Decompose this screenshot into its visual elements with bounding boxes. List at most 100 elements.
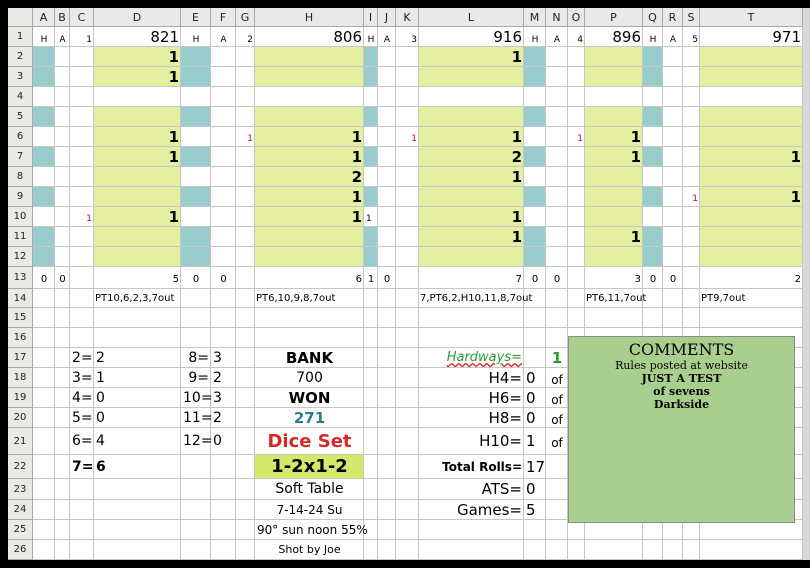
row-header[interactable]: 15 <box>8 308 33 328</box>
row-header[interactable]: 25 <box>8 520 33 540</box>
row-header[interactable]: 2 <box>8 47 33 67</box>
cell-text[interactable]: 0 <box>553 274 561 285</box>
column-header[interactable]: R <box>663 8 683 27</box>
cell-text[interactable]: H <box>649 35 657 45</box>
row-header[interactable]: 4 <box>8 87 33 107</box>
cell-text[interactable]: 1 <box>351 148 362 166</box>
cell-text[interactable]: 2 <box>794 274 801 285</box>
cell-text[interactable]: 0 <box>526 480 536 498</box>
cell-text[interactable]: 1 <box>630 128 641 146</box>
cell-text[interactable]: 1 <box>577 134 583 144</box>
cell-text[interactable]: H <box>367 35 375 45</box>
cell-text[interactable]: 0 <box>526 389 536 407</box>
cell-text[interactable]: H10= <box>479 432 522 450</box>
cell-text[interactable]: of <box>551 436 563 450</box>
cell-text[interactable]: PT6,10,9,8,7out <box>256 293 336 304</box>
column-header[interactable]: N <box>546 8 568 27</box>
cell-text[interactable]: 5 <box>692 35 698 45</box>
row-header[interactable]: 10 <box>8 207 33 227</box>
cell-text[interactable]: Games= <box>456 501 522 519</box>
cell-text[interactable]: 7-14-24 Su <box>276 503 343 517</box>
row-header[interactable]: 26 <box>8 540 33 560</box>
cell-text[interactable]: 0 <box>96 390 105 406</box>
cell-text[interactable]: 1 <box>511 48 522 66</box>
cell-text[interactable]: H8= <box>488 409 522 427</box>
cell-text[interactable]: A <box>383 35 391 45</box>
cell-text[interactable]: 1 <box>411 134 417 144</box>
row-header[interactable]: 9 <box>8 187 33 207</box>
column-header[interactable]: C <box>70 8 94 27</box>
cell-text[interactable]: H <box>192 35 200 45</box>
row-header[interactable]: 24 <box>8 500 33 520</box>
column-header[interactable]: M <box>524 8 546 27</box>
cell-text[interactable]: A <box>220 35 227 45</box>
column-header[interactable]: T <box>700 8 803 27</box>
cell-text[interactable]: 0 <box>192 274 200 285</box>
cell-text[interactable]: 1 <box>168 48 179 66</box>
row-header[interactable]: 22 <box>8 455 33 479</box>
cell-text[interactable]: 5 <box>172 274 179 285</box>
cell-text[interactable]: 4 <box>577 35 583 45</box>
cell-text[interactable]: H <box>531 35 539 45</box>
column-header[interactable]: D <box>94 8 181 27</box>
cell-text[interactable]: 271 <box>293 409 326 427</box>
row-header[interactable]: 17 <box>8 348 33 368</box>
cell-text[interactable]: 4 <box>96 433 105 449</box>
cell-text[interactable]: A <box>59 35 66 45</box>
cell-text[interactable]: 1 <box>351 128 362 146</box>
cell-text[interactable]: 2 <box>511 148 522 166</box>
cell-text[interactable]: 1 <box>511 228 522 246</box>
cell-text[interactable]: ATS= <box>481 480 522 498</box>
cell-text[interactable]: 0 <box>649 274 657 285</box>
row-header[interactable]: 21 <box>8 428 33 455</box>
cell-text[interactable]: 2 <box>351 168 362 186</box>
cell-text[interactable]: 6 <box>96 459 106 475</box>
cell-text[interactable]: 1-2x1-2 <box>271 456 348 477</box>
row-header[interactable]: 18 <box>8 368 33 388</box>
cell-text[interactable]: 1 <box>351 188 362 206</box>
cell-text[interactable]: 0 <box>383 274 391 285</box>
row-header[interactable]: 19 <box>8 388 33 408</box>
column-header[interactable]: F <box>211 8 236 27</box>
cell-text[interactable]: 1 <box>630 148 641 166</box>
cell-text[interactable]: 1 <box>526 432 536 450</box>
row-header[interactable]: 20 <box>8 408 33 428</box>
cell-text[interactable]: 1 <box>168 68 179 86</box>
cell-text[interactable]: 0 <box>59 274 66 285</box>
cell-text[interactable]: 1 <box>247 134 253 144</box>
cell-text[interactable]: 806 <box>333 28 362 46</box>
column-header[interactable]: B <box>55 8 70 27</box>
cell-text[interactable]: 1 <box>692 194 698 204</box>
row-header[interactable]: 3 <box>8 67 33 87</box>
row-header[interactable]: 7 <box>8 147 33 167</box>
cell-text[interactable]: 1 <box>511 208 522 226</box>
cell-text[interactable]: 2 <box>213 370 222 386</box>
cell-text[interactable]: 3 <box>411 35 417 45</box>
column-header[interactable]: S <box>683 8 700 27</box>
cell-text[interactable]: 4= <box>72 390 93 406</box>
cell-text[interactable]: 2 <box>213 410 222 426</box>
cell-text[interactable]: 7 <box>515 274 522 285</box>
cell-text[interactable]: BANK <box>285 349 334 367</box>
row-header[interactable]: 5 <box>8 107 33 127</box>
cell-text[interactable]: 916 <box>493 28 522 46</box>
cell-text[interactable]: A <box>553 35 561 45</box>
cell-text[interactable]: 971 <box>772 28 801 46</box>
row-header[interactable]: 13 <box>8 267 33 289</box>
cell-text[interactable]: 700 <box>296 370 323 386</box>
cell-text[interactable]: 1 <box>551 349 563 367</box>
cell-text[interactable]: Soft Table <box>275 481 344 497</box>
column-header[interactable]: O <box>568 8 585 27</box>
column-header[interactable]: H <box>255 8 364 27</box>
cell-text[interactable]: 9= <box>188 370 209 386</box>
cell-text[interactable]: 1 <box>367 274 375 285</box>
cell-text[interactable]: 1 <box>96 370 105 386</box>
cell-text[interactable]: 7= <box>72 459 94 475</box>
cell-text[interactable]: 2 <box>247 35 253 45</box>
cell-text[interactable]: PT9,7out <box>701 293 746 304</box>
cell-text[interactable]: Hardways= <box>446 350 522 365</box>
cell-text[interactable]: 821 <box>150 28 179 46</box>
cell-text[interactable]: 10= <box>183 390 213 406</box>
cell-text[interactable]: 1 <box>168 208 179 226</box>
cell-text[interactable]: of <box>551 413 563 427</box>
